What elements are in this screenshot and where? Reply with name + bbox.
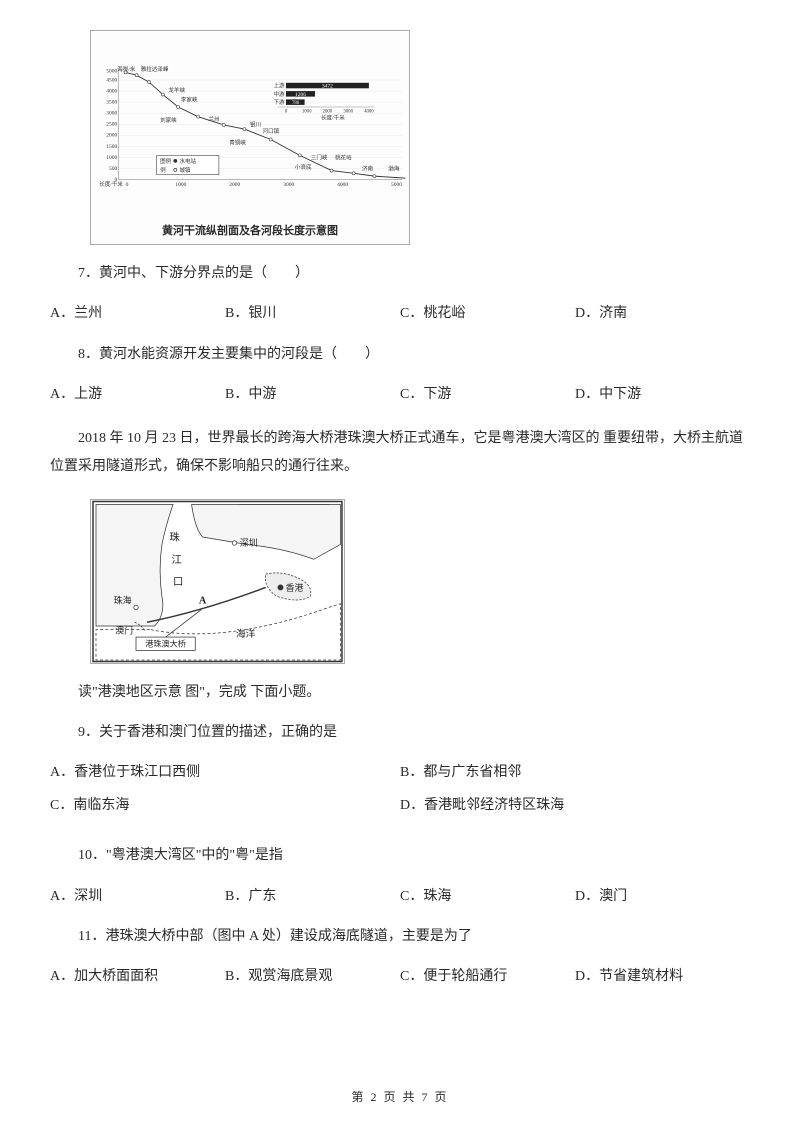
ytick-2: 1000 [106,155,117,161]
q7-text: 7．黄河中、下游分界点的是（ ） [50,263,750,285]
ytick-1: 500 [109,166,118,172]
hk-label: 香港 [286,582,304,593]
hk-macau-map: 港澳地区示意图 珠 江 口 深圳 珠海 澳门 香港 A 港珠澳大桥 海洋 [90,499,345,664]
svg-text:4000: 4000 [364,110,374,115]
pl-3: 兰州 [209,115,220,123]
q7-b[interactable]: B．银川 [225,303,400,325]
q9-b[interactable]: B．都与广东省相邻 [400,762,750,784]
bridge-label: 港珠澳大桥 [145,638,186,648]
svg-text:0: 0 [285,110,288,115]
q7-d[interactable]: D．济南 [575,303,750,325]
pl-4: 青铜峡 [229,138,246,146]
q11-a[interactable]: A．加大桥面面积 [50,966,225,988]
svg-text:2000: 2000 [229,182,240,188]
pl-11: 渤海 [388,165,400,173]
svg-text:2000: 2000 [323,110,333,115]
q10-a[interactable]: A．深圳 [50,886,225,908]
ytick-4: 2000 [106,133,117,139]
map-intro: 读"港澳地区示意 图"，完成 下面小题。 [50,682,750,704]
bridge-intro: 2018 年 10 月 23 日，世界最长的跨海大桥港珠澳大桥正式通车，它是粤港… [50,425,750,481]
zhuhai-label: 珠海 [114,594,132,605]
marker-a: A [199,595,207,606]
ytick-9: 4500 [106,77,117,83]
pl-10: 济南 [362,165,374,173]
seg-u: 上游 [274,82,286,90]
svg-text:0: 0 [126,182,129,188]
ytick-8: 4000 [106,88,117,94]
q9-a[interactable]: A．香港位于珠江口西侧 [50,762,400,784]
q9-c[interactable]: C．南临东海 [50,795,400,817]
ytick-7: 3500 [106,100,117,106]
q10-options: A．深圳 B．广东 C．珠海 D．澳门 [50,886,750,908]
svg-text:1000: 1000 [302,110,312,115]
river-label-2: 江 [172,554,182,566]
ytick-3: 1500 [106,144,117,150]
svg-text:1000: 1000 [175,182,186,188]
chart-caption: 黄河干流纵剖面及各河段长度示意图 [91,221,409,245]
q9-d[interactable]: D．香港毗邻经济特区珠海 [400,795,750,817]
svg-text:3000: 3000 [283,182,294,188]
q8-b[interactable]: B．中游 [225,384,400,406]
seg-m-val: 1206 [295,92,306,98]
river-label-1: 珠 [169,530,180,543]
pl-1: 李家峡 [181,95,198,103]
pl-2: 刘家峡 [160,116,177,124]
ytick-6: 3000 [106,111,117,117]
q8-options: A．上游 B．中游 C．下游 D．中下游 [50,384,750,406]
q9-text: 9．关于香港和澳门位置的描述，正确的是 [50,722,750,744]
q10-c[interactable]: C．珠海 [400,886,575,908]
seg-l: 下游 [274,98,286,106]
pl-6: 河口镇 [262,127,279,135]
chart-svg: 0 500 1000 1500 2000 2500 3000 3500 4000… [91,31,409,221]
seg-u-val: 3472 [322,84,333,90]
q8-c[interactable]: C．下游 [400,384,575,406]
peak-label: 雅拉达泽峰 [141,65,169,73]
pl-7: 小浪底 [295,163,312,171]
pl-5: 银川 [250,120,261,128]
ytick-10: 5000 [106,68,117,74]
q10-d[interactable]: D．澳门 [575,886,750,908]
q8-d[interactable]: D．中下游 [575,384,750,406]
page-footer: 第 2 页 共 7 页 [0,1088,800,1107]
svg-text:4000: 4000 [337,182,348,188]
pl-9: 桃花峪 [335,154,352,162]
pl-0: 龙羊峡 [168,86,185,94]
q11-options: A．加大桥面面积 B．观赏海底景观 C．便于轮船通行 D．节省建筑材料 [50,966,750,988]
pl-8: 三门峡 [311,154,328,162]
yellow-river-chart: 0 500 1000 1500 2000 2500 3000 3500 4000… [90,30,410,245]
svg-text:5000: 5000 [391,182,402,188]
q7-c[interactable]: C．桃花峪 [400,303,575,325]
q11-c[interactable]: C．便于轮船通行 [400,966,575,988]
map-svg: 港澳地区示意图 珠 江 口 深圳 珠海 澳门 香港 A 港珠澳大桥 海洋 [91,500,344,663]
ytick-5: 2500 [106,122,117,128]
q8-a[interactable]: A．上游 [50,384,225,406]
svg-text:3000: 3000 [343,110,353,115]
inset-xlabel: 长度/千米 [321,113,345,121]
river-label-3: 口 [173,577,183,588]
sea-label: 海洋 [236,628,256,640]
q8-text: 8．黄河水能资源开发主要集中的河段是（ ） [50,344,750,366]
q10-text: 10．"粤港澳大湾区"中的"粤"是指 [50,845,750,867]
x-axis-label: 长度/千米 [99,180,123,188]
q7-a[interactable]: A．兰州 [50,303,225,325]
q11-b[interactable]: B．观赏海底景观 [225,966,400,988]
q9-options: A．香港位于珠江口西侧 B．都与广东省相邻 C．南临东海 D．香港毗邻经济特区珠… [50,762,750,827]
q11-text: 11．港珠澳大桥中部（图中 A 处）建设成海底隧道，主要是为了 [50,926,750,948]
shenzhen-label: 深圳 [240,537,258,547]
seg-l-val: 786 [292,101,300,106]
q10-b[interactable]: B．广东 [225,886,400,908]
q7-options: A．兰州 B．银川 C．桃花峪 D．济南 [50,303,750,325]
q11-d[interactable]: D．节省建筑材料 [575,966,750,988]
